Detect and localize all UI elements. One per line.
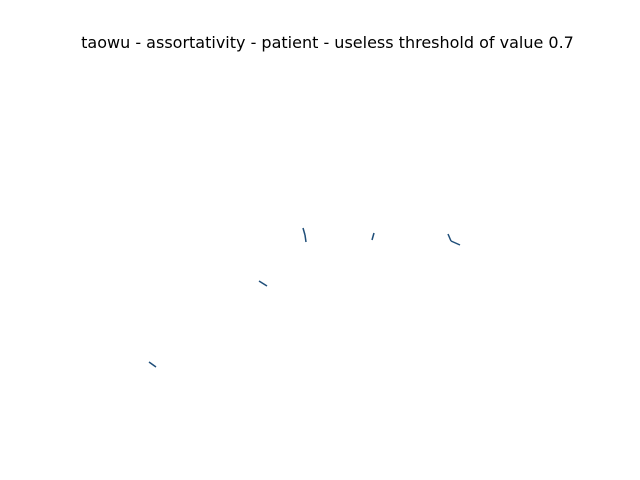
graph-edge <box>302 227 306 236</box>
graph-edges <box>148 227 461 368</box>
graph-edge <box>148 361 157 368</box>
graph-edge <box>304 234 307 243</box>
graph-edge <box>447 233 452 242</box>
graph-edge <box>450 240 461 246</box>
graph-edge <box>258 280 268 287</box>
figure-title: taowu - assortativity - patient - useles… <box>81 33 574 52</box>
graph-edge <box>371 232 375 241</box>
